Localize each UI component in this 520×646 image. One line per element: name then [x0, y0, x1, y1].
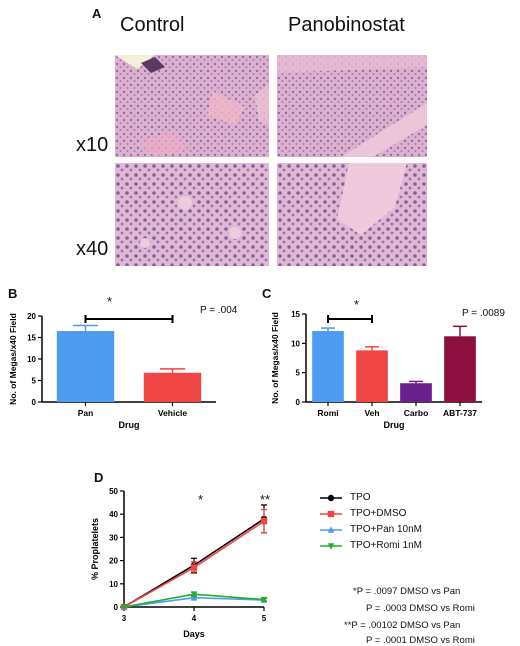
y-tick-label: 10 [109, 580, 118, 589]
legend-marker [327, 542, 335, 550]
y-tick-label: 20 [109, 557, 118, 566]
bar-vehicle [143, 372, 202, 402]
x-tick-label: Romi [317, 408, 338, 418]
control-x10-micrograph [115, 55, 269, 157]
legend-item: TPO+DMSO [318, 508, 406, 519]
x-tick-label: Pan [78, 408, 94, 418]
x-tick-label: Veh [364, 408, 379, 418]
y-tick-label: 0 [114, 603, 119, 612]
panel-d-significance-day4: * [198, 492, 204, 507]
stat-line-4: P = .0001 DMSO vs Romi [366, 635, 475, 646]
y-tick-label: 0 [32, 398, 37, 407]
chart-d-legend: TPO TPO+DMSO TPO+Pan 10nM TPO+Romi 1nM [318, 492, 518, 572]
chart-d: 0 10 20 30 40 50 3 4 5 Days % Proplatelets [90, 487, 268, 639]
x-tick-label: ABT-737 [443, 408, 477, 418]
y-tick-label: 20 [27, 312, 36, 321]
data-point-tpo-dmso [190, 564, 198, 571]
y-tick-label: 10 [291, 339, 300, 348]
panel-d-letter: D [94, 470, 104, 485]
stat-line-3: **P = .00102 DMSO vs Pan [344, 620, 461, 631]
control-column-label: Control [120, 14, 185, 36]
panel-b-letter: B [8, 286, 18, 301]
legend-swatch [320, 542, 342, 550]
legend-marker [327, 510, 335, 517]
data-point-tpo-romi-1nm [120, 604, 128, 611]
legend-label: TPO+DMSO [350, 508, 407, 519]
chart-c: 0 5 10 15 Romi Veh Carbo ABT-737 Drug No. of Mega… [270, 310, 482, 430]
panobinostat-column-label: Panobinostat [288, 14, 405, 36]
x-axis-label: Drug [119, 420, 140, 430]
x-axis-label: Days [183, 629, 205, 639]
panel-c-letter: C [262, 286, 272, 301]
legend-label: TPO+Romi 1nM [350, 540, 422, 551]
panobinostat-x10-micrograph [277, 55, 427, 157]
x-axis-label: Drug [384, 420, 405, 430]
bar-pan [56, 331, 115, 402]
data-point-tpo-romi-1nm [260, 596, 268, 604]
magnification-x10-label: x10 [76, 134, 109, 156]
bar-carbo [400, 383, 432, 402]
legend-item: TPO+Romi 1nM [318, 540, 422, 551]
legend-label: TPO+Pan 10nM [350, 524, 422, 535]
x-tick-label: 4 [192, 614, 197, 623]
legend-marker [327, 494, 335, 501]
y-tick-label: 50 [109, 487, 118, 496]
y-tick-label: 10 [27, 355, 36, 364]
legend-item: TPO [318, 492, 371, 503]
panel-d-significance-day5: ** [260, 492, 271, 507]
panel-b-pvalue: P = .004 [200, 305, 238, 316]
data-point-tpo-romi-1nm [190, 591, 198, 598]
panel-c-significance: * [354, 297, 360, 312]
y-axis-label: No. of Megas/x40 Field [8, 313, 18, 405]
y-tick-label: 15 [27, 334, 36, 343]
x-tick-label: 5 [262, 614, 267, 623]
y-tick-label: 15 [291, 310, 300, 319]
x-tick-label: 3 [122, 614, 127, 623]
x-tick-label: Carbo [404, 408, 429, 418]
legend-label: TPO [350, 492, 371, 503]
stat-line-2: P = .0003 DMSO vs Romi [366, 603, 475, 614]
bar-romi [312, 331, 344, 402]
legend-swatch [320, 510, 342, 517]
x-tick-label: Vehicle [158, 408, 188, 418]
y-axis-label: % Proplatelets [90, 518, 100, 580]
y-tick-label: 30 [109, 533, 118, 542]
stat-line-1: *P = .0097 DMSO vs Pan [353, 586, 461, 597]
magnification-x40-label: x40 [76, 238, 109, 260]
y-tick-label: 5 [32, 377, 37, 386]
panel-c-pvalue: P = .0089 [462, 308, 505, 319]
control-x40-micrograph [115, 163, 269, 266]
y-tick-label: 0 [296, 398, 301, 407]
panel-b-significance: * [107, 294, 113, 309]
legend-marker [327, 525, 335, 533]
bar-veh [356, 350, 388, 402]
panobinostat-x40-micrograph [277, 163, 427, 266]
y-tick-label: 5 [296, 369, 301, 378]
panel-a-letter: A [92, 6, 102, 21]
legend-item: TPO+Pan 10nM [318, 524, 422, 535]
legend-swatch [320, 525, 342, 533]
bar-abt-737 [444, 336, 476, 402]
data-point-tpo-dmso [260, 517, 268, 525]
y-axis-label: No. of Megas/x40 Field [270, 312, 280, 404]
y-tick-label: 40 [109, 510, 118, 519]
legend-swatch [320, 494, 342, 501]
chart-b: 0 5 10 15 20 Pan Vehicle Drug No. of Megas/x40 F… [8, 312, 216, 430]
